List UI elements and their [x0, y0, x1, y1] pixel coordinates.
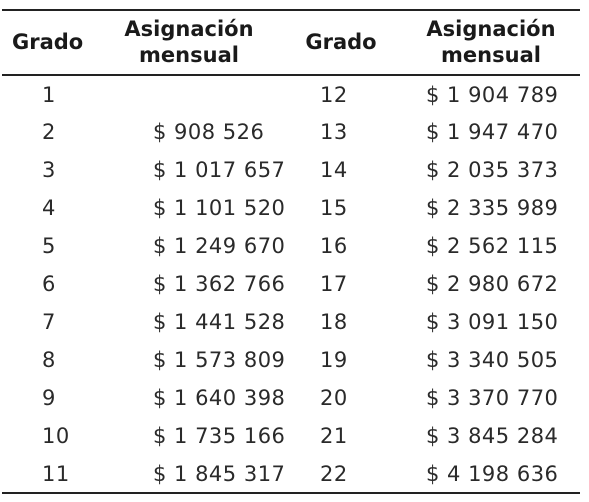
table-row: 8 $ 1 573 809 19 $ 3 340 505 — [2, 341, 580, 379]
asignacion-cell: $ 1 362 766 — [153, 272, 286, 296]
grado-cell: 3 — [42, 158, 56, 182]
asignacion-cell: $ 1 249 670 — [153, 234, 286, 258]
asignacion-cell: $ 2 035 373 — [426, 158, 559, 182]
asignacion-cell: $ 1 441 528 — [153, 310, 286, 334]
grado-header-left: Grado — [12, 30, 84, 54]
grado-cell: 12 — [320, 82, 348, 107]
table-row: 10 $ 1 735 166 21 $ 3 845 284 — [2, 417, 580, 455]
asignacion-cell: $ 3 340 505 — [426, 348, 559, 372]
grado-cell: 13 — [320, 120, 348, 144]
asignacion-cell: $ 1 947 470 — [426, 120, 559, 144]
grado-cell: 8 — [42, 348, 56, 372]
asignacion-cell: $ 3 845 284 — [426, 424, 559, 448]
grado-cell: 6 — [42, 272, 56, 296]
grado-cell: 21 — [320, 424, 348, 448]
grado-cell: 15 — [320, 196, 348, 220]
asignacion-header-right: Asignación mensual — [402, 10, 580, 75]
grado-cell: 7 — [42, 310, 56, 334]
salary-grade-table: Grado Asignación mensual Grado Asignació… — [2, 9, 580, 494]
grado-cell: 22 — [320, 461, 348, 486]
table-row: 4 $ 1 101 520 15 $ 2 335 989 — [2, 189, 580, 227]
asignacion-header-line1: Asignación — [426, 17, 556, 41]
table-header: Grado Asignación mensual Grado Asignació… — [2, 10, 580, 75]
table-row: 6 $ 1 362 766 17 $ 2 980 672 — [2, 265, 580, 303]
asignacion-cell: $ 1 640 398 — [153, 386, 286, 410]
asignacion-cell: $ 1 735 166 — [153, 424, 286, 448]
asignacion-cell: $ 2 335 989 — [426, 196, 559, 220]
grado-cell: 4 — [42, 196, 56, 220]
grado-cell: 16 — [320, 234, 348, 258]
table-row: 3 $ 1 017 657 14 $ 2 035 373 — [2, 151, 580, 189]
asignacion-cell: $ 3 091 150 — [426, 310, 559, 334]
table-row: 7 $ 1 441 528 18 $ 3 091 150 — [2, 303, 580, 341]
asignacion-cell: $ 2 562 115 — [426, 234, 559, 258]
grado-cell: 10 — [42, 424, 70, 448]
table-body: 1 12 $ 1 904 789 2 $ 908 526 13 $ 1 947 … — [2, 75, 580, 493]
asignacion-header-line2: mensual — [441, 43, 541, 67]
asignacion-cell: $ 908 526 — [153, 120, 265, 144]
grado-cell: 18 — [320, 310, 348, 334]
asignacion-cell: $ 1 904 789 — [426, 82, 559, 107]
asignacion-header-line1: Asignación — [124, 17, 254, 41]
asignacion-header-line2: mensual — [139, 43, 239, 67]
grado-cell: 11 — [42, 461, 70, 486]
grado-cell: 17 — [320, 272, 348, 296]
asignacion-cell: $ 3 370 770 — [426, 386, 559, 410]
table-row: 9 $ 1 640 398 20 $ 3 370 770 — [2, 379, 580, 417]
asignacion-cell: $ 2 980 672 — [426, 272, 559, 296]
grado-cell: 5 — [42, 234, 56, 258]
grado-cell: 14 — [320, 158, 348, 182]
asignacion-cell: $ 1 845 317 — [153, 461, 286, 486]
table-row: 5 $ 1 249 670 16 $ 2 562 115 — [2, 227, 580, 265]
grado-cell: 2 — [42, 120, 56, 144]
asignacion-header-left: Asignación mensual — [98, 10, 280, 75]
grado-header-right: Grado — [305, 30, 377, 54]
grado-cell: 19 — [320, 348, 348, 372]
asignacion-cell — [98, 75, 280, 113]
asignacion-cell: $ 1 101 520 — [153, 196, 286, 220]
asignacion-cell: $ 1 017 657 — [153, 158, 286, 182]
table-row: 11 $ 1 845 317 22 $ 4 198 636 — [2, 455, 580, 493]
table-row: 1 12 $ 1 904 789 — [2, 75, 580, 113]
header-row: Grado Asignación mensual Grado Asignació… — [2, 10, 580, 75]
table-row: 2 $ 908 526 13 $ 1 947 470 — [2, 113, 580, 151]
asignacion-cell: $ 1 573 809 — [153, 348, 286, 372]
grado-cell: 1 — [42, 82, 56, 107]
asignacion-cell: $ 4 198 636 — [426, 461, 559, 486]
grado-cell: 9 — [42, 386, 56, 410]
grado-cell: 20 — [320, 386, 348, 410]
